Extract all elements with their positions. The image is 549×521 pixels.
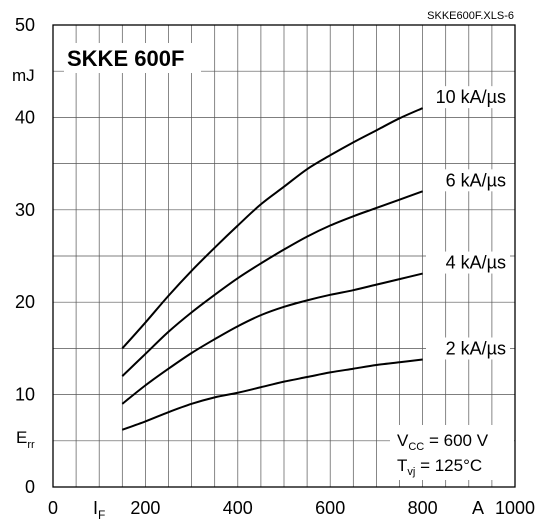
plot-frame [52, 24, 516, 488]
x-symbol-sub: F [98, 508, 105, 521]
x-tick-label: 0 [48, 498, 58, 518]
x-symbol-main: I [93, 498, 98, 518]
file-label: SKKE600F.XLS-6 [427, 10, 514, 22]
y-tick-label: 0 [25, 477, 35, 497]
conditions-background [390, 425, 514, 480]
y-axis-symbol: Err [16, 428, 35, 451]
condition-vcc: VCC = 600 V [397, 431, 489, 453]
y-unit-label: mJ [12, 66, 35, 85]
y-symbol-main: E [16, 428, 27, 447]
series-label-1: 6 kA/µs [446, 170, 506, 190]
series-label-background [426, 251, 510, 274]
x-axis-symbol: IF [93, 498, 105, 521]
x-unit-label: A [472, 498, 484, 518]
x-tick-label: 200 [130, 498, 160, 518]
series-label-background [426, 86, 510, 109]
vcc-main: V [397, 431, 409, 450]
y-tick-label: 50 [15, 15, 35, 35]
tvj-main: T [397, 456, 407, 475]
series-line-3 [121, 358, 423, 431]
tvj-value: = 125°C [415, 456, 482, 475]
series-label-background [426, 169, 510, 192]
y-tick-label: 40 [15, 107, 35, 127]
series-line-1 [121, 190, 423, 377]
vcc-sub: CC [408, 441, 424, 453]
y-symbol-sub: rr [27, 439, 35, 451]
y-tick-label: 30 [15, 200, 35, 220]
chart-title: SKKE 600F [67, 46, 184, 71]
y-tick-label: 20 [15, 292, 35, 312]
series-label-2: 4 kA/µs [446, 253, 506, 273]
tvj-sub: vj [407, 466, 415, 478]
title-background [64, 43, 201, 73]
series-labels: 10 kA/µs 6 kA/µs 4 kA/µs 2 kA/µs [426, 86, 510, 360]
x-tick-label: 400 [223, 498, 253, 518]
series-line-2 [121, 272, 423, 405]
condition-tvj: Tvj = 125°C [397, 456, 482, 478]
series-label-0: 10 kA/µs [436, 87, 506, 107]
x-tick-label: 800 [408, 498, 438, 518]
series-label-background [426, 337, 510, 360]
y-tick-label: 10 [15, 385, 35, 405]
series-line-0 [121, 107, 424, 350]
x-tick-labels: 0 200 400 600 800 1000 [48, 498, 535, 518]
series-label-3: 2 kA/µs [446, 338, 506, 358]
x-tick-label: 600 [315, 498, 345, 518]
series-curves [121, 107, 424, 431]
x-tick-label: 1000 [495, 498, 535, 518]
vcc-value: = 600 V [424, 431, 488, 450]
y-tick-labels: 0 10 20 30 40 50 [15, 15, 35, 497]
